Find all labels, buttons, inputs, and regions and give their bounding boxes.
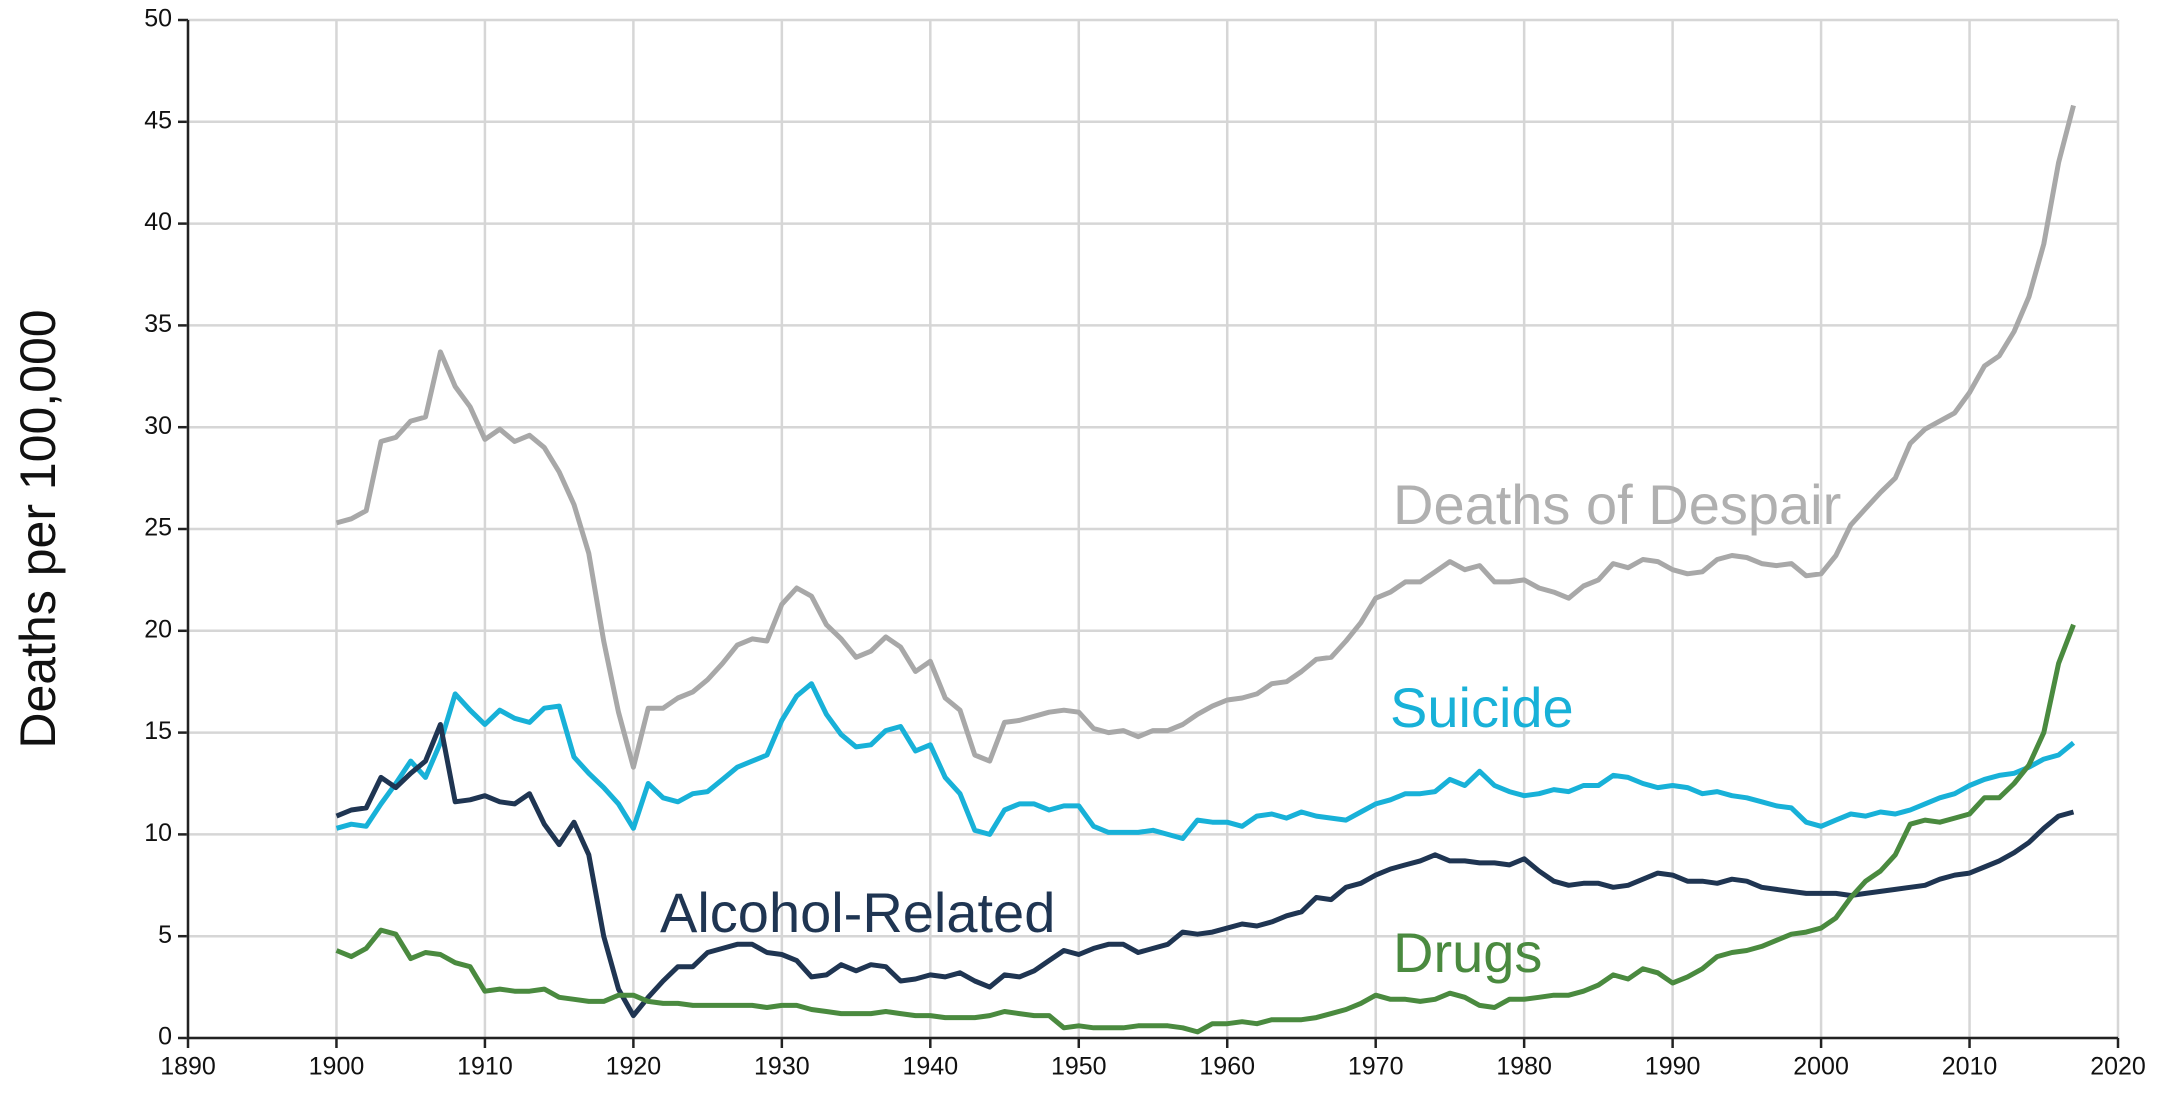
y-tick-label: 30: [144, 412, 172, 440]
series-line: [335, 722, 2075, 1019]
x-tick-label: 1930: [754, 1053, 810, 1081]
y-tick-label: 0: [158, 1023, 172, 1051]
x-tick-label: 1890: [160, 1053, 216, 1081]
y-tick-label: 10: [144, 819, 172, 847]
x-tick-label: 1960: [1199, 1053, 1255, 1081]
x-tick-label: 2020: [2090, 1053, 2146, 1081]
y-axis-title: Deaths per 100,000: [10, 309, 66, 748]
series-label: Suicide: [1390, 676, 1574, 739]
x-tick-label: 1900: [309, 1053, 365, 1081]
y-tick-label: 40: [144, 208, 172, 236]
y-tick-label: 45: [144, 106, 172, 134]
x-tick-label: 1920: [606, 1053, 662, 1081]
x-tick-label: 1990: [1645, 1053, 1701, 1081]
y-tick-label: 15: [144, 717, 172, 745]
y-tick-label: 25: [144, 514, 172, 542]
x-tick-label: 2000: [1793, 1053, 1849, 1081]
x-tick-label: 1940: [902, 1053, 958, 1081]
x-tick-label: 1950: [1051, 1053, 1107, 1081]
series-line: [335, 681, 2076, 841]
series-line: [335, 104, 2076, 770]
x-tick-label: 1970: [1348, 1053, 1404, 1081]
x-tick-label: 1980: [1496, 1053, 1552, 1081]
x-tick-label: 1910: [457, 1053, 513, 1081]
x-tick-label: 2010: [1942, 1053, 1998, 1081]
y-tick-label: 50: [144, 5, 172, 33]
y-tick-label: 5: [158, 921, 172, 949]
series-line: [335, 623, 2076, 1035]
series-label: Deaths of Despair: [1393, 473, 1841, 536]
series-label: Alcohol-Related: [660, 881, 1055, 944]
y-tick-label: 20: [144, 615, 172, 643]
series-label: Drugs: [1393, 921, 1542, 984]
y-tick-label: 35: [144, 310, 172, 338]
